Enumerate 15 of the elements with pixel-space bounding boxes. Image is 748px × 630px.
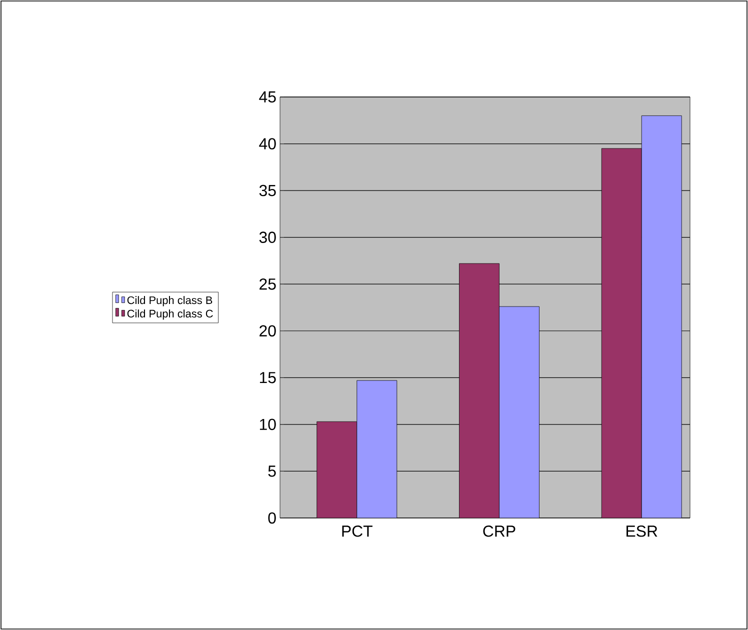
y-tick-label: 5	[268, 466, 276, 477]
y-tick-label: 20	[260, 325, 276, 337]
x-tick-label: CRP	[483, 526, 516, 537]
y-tick-label: 35	[259, 184, 276, 196]
legend-label: Cild Puph class C	[127, 309, 213, 320]
y-tick-label: 25	[260, 278, 276, 290]
y-tick-label: 0	[268, 512, 276, 524]
y-tick-label: 45	[259, 91, 276, 103]
x-tick-label: ESR	[626, 526, 658, 537]
legend-label: Cild Puph class B	[127, 296, 212, 306]
y-tick-label: 15	[260, 372, 276, 384]
y-tick-label: 40	[259, 138, 276, 150]
y-tick-label: 30	[259, 232, 276, 243]
y-tick-label: 10	[260, 418, 276, 430]
x-tick-label: PCT	[342, 526, 372, 537]
